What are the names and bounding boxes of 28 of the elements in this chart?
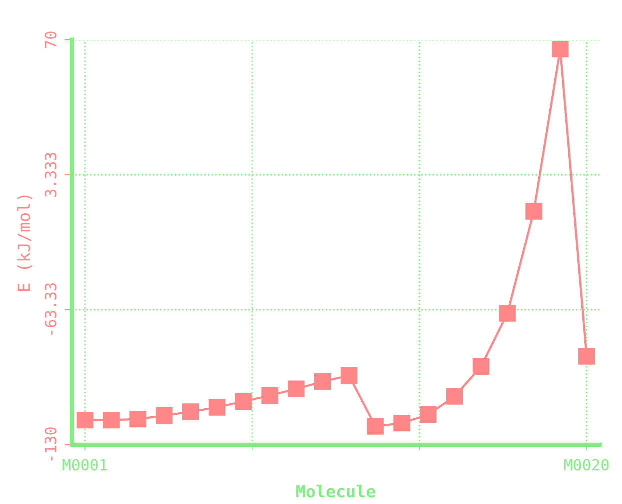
y-tick-label: 3.333: [44, 153, 57, 197]
y-axis-title: E (kJ/mol): [17, 196, 32, 292]
point: [288, 380, 305, 398]
point: [103, 412, 120, 429]
y-tick-label: 70: [44, 32, 57, 48]
point: [526, 203, 542, 220]
y-tick-label: -130: [44, 428, 57, 461]
point: [235, 393, 252, 410]
point: [340, 367, 358, 384]
x-axis-title: Molecule: [296, 484, 376, 498]
point: [76, 412, 94, 429]
point: [130, 410, 146, 428]
point: [208, 399, 226, 416]
point: [499, 305, 516, 322]
point: [262, 387, 278, 404]
point: [156, 408, 173, 424]
point: [182, 404, 200, 420]
point: [394, 415, 410, 432]
point: [578, 348, 596, 365]
point: [552, 40, 569, 58]
y-tick-label: -63.33: [44, 284, 57, 335]
x-tick-label: M0020: [564, 459, 609, 471]
point: [367, 418, 384, 435]
x-tick-label: M0001: [62, 459, 108, 471]
point: [420, 406, 437, 424]
point: [314, 373, 332, 390]
point: [472, 358, 490, 376]
point: [446, 388, 464, 405]
